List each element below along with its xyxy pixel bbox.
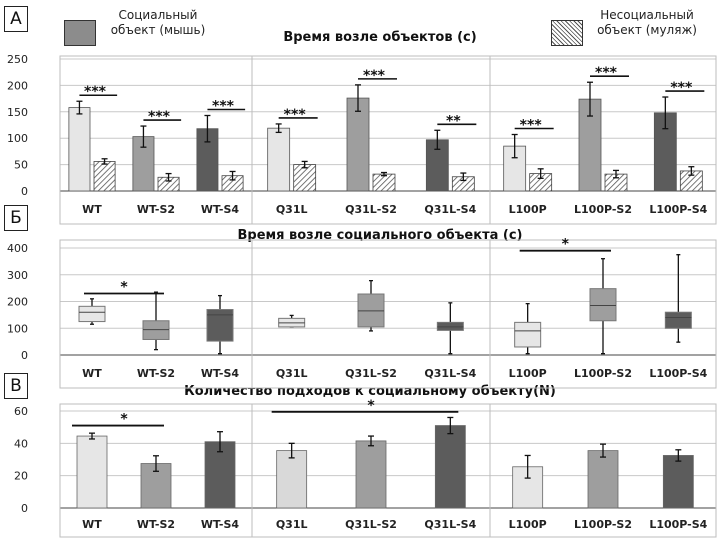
c2-category-label: WT-S4 [201, 518, 240, 531]
legend-nonsocial-swatch [551, 20, 583, 46]
c2-category-label: L100P-S4 [649, 518, 707, 531]
c2-y-tick-label: 40 [14, 437, 28, 450]
c0-bar-social [68, 107, 91, 192]
c1-category-label: Q31L [276, 367, 308, 380]
c0-y-tick-label: 250 [7, 53, 28, 66]
c2-y-tick-label: 0 [21, 502, 28, 515]
c1-y-tick-label: 100 [7, 322, 28, 335]
c2-bar [662, 455, 694, 509]
c1-category-label: WT [82, 367, 102, 380]
c0-category-label: WT-S2 [137, 203, 175, 216]
c1-y-tick-label: 200 [7, 296, 28, 309]
c0-significance-stars: ** [446, 113, 461, 129]
c1-y-tick-label: 300 [7, 269, 28, 282]
c0-significance-stars: *** [148, 109, 171, 125]
c0-y-tick-label: 200 [7, 79, 28, 92]
legend-nonsocial-line2: объект (муляж) [597, 23, 697, 37]
c2-y-tick-label: 20 [14, 470, 28, 483]
c2-significance-star: * [120, 412, 128, 428]
c1-category-label: WT-S2 [137, 367, 175, 380]
c0-significance-stars: *** [212, 98, 235, 114]
c0-significance-stars: *** [284, 107, 307, 123]
c1-y-tick-label: 0 [21, 349, 28, 362]
c2-category-label: Q31L-S4 [424, 518, 476, 531]
c0-category-label: Q31L-S4 [424, 203, 476, 216]
c0-bar-nonsocial [372, 173, 396, 192]
c1-box [206, 309, 234, 342]
c0-category-label: L100P-S4 [649, 203, 707, 216]
c0-bar-social [346, 97, 370, 192]
legend-nonsocial-line1: Несоциальный [600, 8, 694, 22]
c2-category-label: L100P-S2 [574, 518, 632, 531]
legend-social-line2: объект (мышь) [110, 23, 206, 37]
legend-social-swatch [64, 20, 96, 46]
legend-social-line1: Социальный [118, 8, 198, 22]
c0-subplot-frame [489, 55, 717, 225]
c1-y-tick-label: 400 [7, 242, 28, 255]
c1-box [664, 311, 692, 329]
c2-bar [76, 435, 108, 509]
c0-bar-social [267, 127, 291, 192]
c0-y-tick-label: 150 [7, 106, 28, 119]
c1-category-label: L100P-S4 [649, 367, 707, 380]
c1-category-label: L100P [509, 367, 547, 380]
c0-significance-stars: *** [520, 118, 543, 134]
c2-subplot-frame [489, 403, 717, 538]
c2-category-label: Q31L-S2 [345, 518, 397, 531]
c0-category-label: Q31L-S2 [345, 203, 397, 216]
c2-category-label: WT-S2 [137, 518, 175, 531]
chart-a-title: Время возле объектов (с) [283, 30, 477, 45]
c0-category-label: WT [82, 203, 102, 216]
c2-category-label: WT [82, 518, 102, 531]
c2-y-tick-label: 60 [14, 405, 28, 418]
c1-box [589, 288, 617, 322]
c0-significance-stars: *** [363, 68, 386, 84]
c2-bar [587, 450, 619, 509]
c1-significance-star: * [562, 237, 570, 253]
c1-significance-star: * [120, 279, 128, 295]
c1-category-label: Q31L-S4 [424, 367, 476, 380]
c2-significance-star: * [367, 398, 375, 414]
c0-y-tick-label: 100 [7, 132, 28, 145]
c0-bar-nonsocial [93, 161, 116, 192]
c0-significance-stars: *** [670, 80, 693, 96]
c0-category-label: WT-S4 [201, 203, 240, 216]
legend-social-label: Социальный объект (мышь) [98, 8, 218, 38]
c0-category-label: Q31L [276, 203, 308, 216]
c1-subplot-frame [489, 239, 717, 389]
c2-category-label: L100P [509, 518, 547, 531]
c2-bar [434, 425, 466, 509]
c0-y-tick-label: 50 [14, 159, 28, 172]
c2-bar [355, 440, 387, 509]
c1-category-label: WT-S4 [201, 367, 240, 380]
c0-bar-nonsocial [293, 164, 317, 192]
panel-letter-a: А [4, 6, 28, 32]
c1-category-label: Q31L-S2 [345, 367, 397, 380]
c2-bar [276, 450, 308, 509]
c0-category-label: L100P-S2 [574, 203, 632, 216]
c1-category-label: L100P-S2 [574, 367, 632, 380]
c2-category-label: Q31L [276, 518, 308, 531]
panel-letter-c: В [4, 373, 28, 399]
c1-box [436, 321, 464, 331]
c0-significance-stars: *** [84, 84, 107, 100]
c0-category-label: L100P [509, 203, 547, 216]
c2-bar [204, 441, 236, 509]
c1-box [514, 321, 542, 348]
c1-box [142, 320, 170, 340]
legend-nonsocial-label: Несоциальный объект (муляж) [582, 8, 712, 38]
chart-b-title: Время возле социального объекта (с) [237, 228, 523, 243]
c0-y-tick-label: 0 [21, 185, 28, 198]
c0-significance-stars: *** [595, 65, 618, 81]
c1-box [78, 305, 106, 323]
panel-letter-b: Б [4, 205, 28, 231]
